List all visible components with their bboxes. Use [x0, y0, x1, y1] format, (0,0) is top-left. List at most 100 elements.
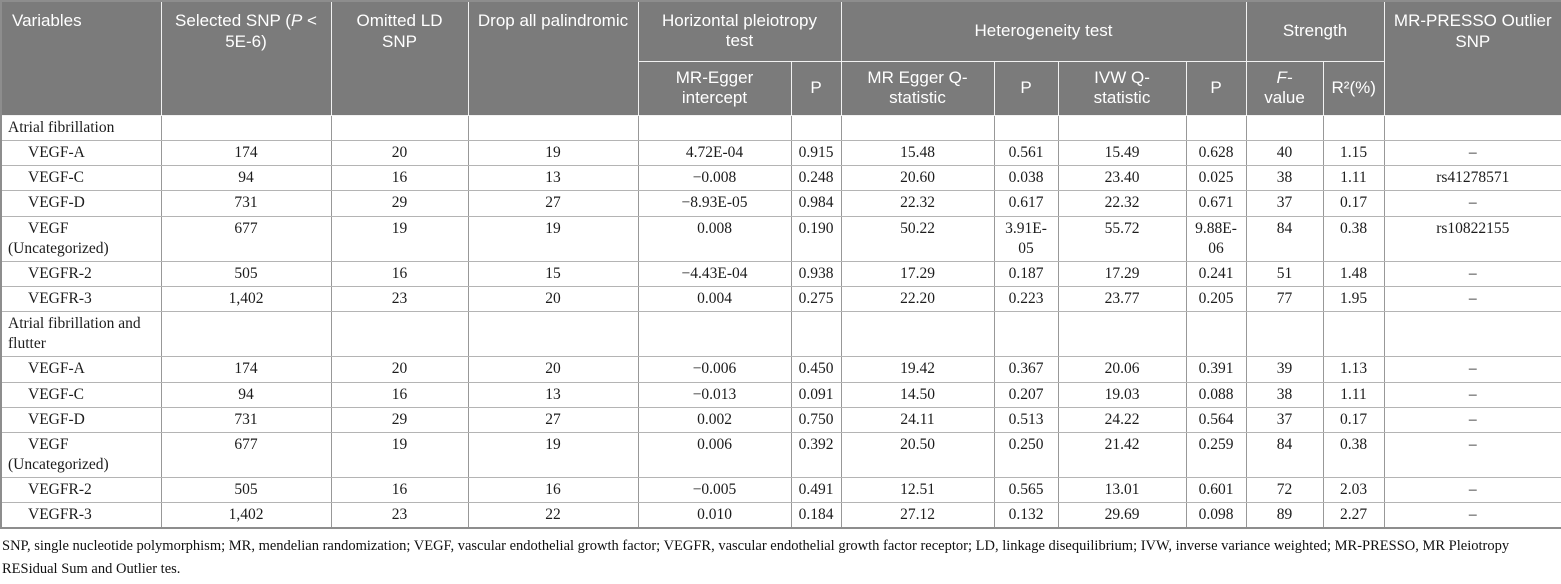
cell-ivw-q: 21.42 — [1057, 431, 1187, 479]
cell-drop-palindromic: 13 — [467, 381, 639, 408]
cell-ivw-q: 24.22 — [1057, 406, 1187, 433]
cell-omitted-ld-snp: 20 — [330, 356, 469, 383]
cell-p-ivw-q — [1185, 311, 1247, 358]
col-header-p-pleiotropy: P — [790, 60, 842, 116]
cell-p-egger-q — [993, 114, 1059, 142]
group-header-strength: Strength — [1245, 0, 1385, 62]
cell-mr-presso-outlier: – — [1383, 406, 1561, 433]
row-label: VEGF-D — [0, 406, 162, 433]
table-row: VEGF-A 174 20 20 −0.006 0.450 19.42 0.367 20.06 0… — [0, 356, 1561, 383]
cell-mr-egger-intercept — [637, 311, 792, 358]
row-label: VEGF-C — [0, 165, 162, 192]
cell-mr-presso-outlier: – — [1383, 190, 1561, 217]
cell-selected-snp — [160, 114, 332, 142]
cell-mr-presso-outlier: – — [1383, 381, 1561, 408]
cell-ivw-q: 23.77 — [1057, 285, 1187, 313]
cell-ivw-q: 19.03 — [1057, 381, 1187, 408]
cell-omitted-ld-snp: 29 — [330, 406, 469, 433]
cell-omitted-ld-snp: 23 — [330, 502, 469, 530]
cell-omitted-ld-snp — [330, 311, 469, 358]
cell-f-value: 40 — [1245, 140, 1324, 167]
cell-mr-egger-q: 15.48 — [840, 140, 995, 167]
cell-mr-egger-q: 50.22 — [840, 215, 995, 262]
row-label: VEGF-C — [0, 381, 162, 408]
cell-selected-snp: 1,402 — [160, 285, 332, 313]
cell-mr-presso-outlier — [1383, 311, 1561, 358]
cell-drop-palindromic: 16 — [467, 477, 639, 504]
cell-mr-egger-q: 22.32 — [840, 190, 995, 217]
cell-p-ivw-q: 0.241 — [1185, 260, 1247, 287]
cell-p-ivw-q: 0.601 — [1185, 477, 1247, 504]
cell-mr-presso-outlier: – — [1383, 260, 1561, 287]
table-row: VEGF-D 731 29 27 0.002 0.750 24.11 0.513 24.22 0.… — [0, 406, 1561, 433]
cell-selected-snp: 94 — [160, 165, 332, 192]
cell-p-egger-q — [993, 311, 1059, 358]
cell-f-value — [1245, 311, 1324, 358]
cell-p-pleiotropy: 0.450 — [790, 356, 842, 383]
cell-mr-egger-q: 17.29 — [840, 260, 995, 287]
cell-p-ivw-q: 9.88E-06 — [1185, 215, 1247, 262]
cell-ivw-q: 13.01 — [1057, 477, 1187, 504]
group-row: Atrial fibrillation and flutter — [0, 311, 1561, 358]
cell-mr-egger-intercept: −8.93E-05 — [637, 190, 792, 217]
cell-selected-snp: 1,402 — [160, 502, 332, 530]
cell-mr-egger-intercept: −0.008 — [637, 165, 792, 192]
row-label: VEGF-A — [0, 140, 162, 167]
col-header-selected-snp: Selected SNP (P < 5E-6) — [160, 0, 332, 116]
table-row: VEGF-D 731 29 27 −8.93E-05 0.984 22.32 0.617 22.… — [0, 190, 1561, 217]
cell-ivw-q: 22.32 — [1057, 190, 1187, 217]
cell-p-pleiotropy: 0.392 — [790, 431, 842, 479]
col-header-p-egger-q: P — [993, 60, 1059, 116]
cell-drop-palindromic: 19 — [467, 140, 639, 167]
cell-omitted-ld-snp — [330, 114, 469, 142]
col-header-mr-egger-q: MR Egger Q-statistic — [840, 60, 995, 116]
cell-p-pleiotropy: 0.275 — [790, 285, 842, 313]
table-row: VEGFR-2 505 16 15 −4.43E-04 0.938 17.29 0.187 17… — [0, 260, 1561, 287]
cell-ivw-q — [1057, 114, 1187, 142]
cell-f-value: 89 — [1245, 502, 1324, 530]
cell-mr-egger-q: 14.50 — [840, 381, 995, 408]
table-row: VEGF (Uncategorized) 677 19 19 0.008 0.190 50.… — [0, 215, 1561, 262]
cell-p-egger-q: 0.561 — [993, 140, 1059, 167]
cell-mr-presso-outlier: – — [1383, 140, 1561, 167]
cell-ivw-q: 29.69 — [1057, 502, 1187, 530]
col-header-f-value: F-value — [1245, 60, 1324, 116]
cell-mr-presso-outlier: – — [1383, 431, 1561, 479]
cell-p-pleiotropy: 0.091 — [790, 381, 842, 408]
cell-mr-presso-outlier — [1383, 114, 1561, 142]
col-header-p-ivw-q: P — [1185, 60, 1247, 116]
cell-r2-percent: 2.03 — [1322, 477, 1385, 504]
table-row: VEGF-C 94 16 13 −0.013 0.091 14.50 0.207 19.03 0.… — [0, 381, 1561, 408]
cell-p-ivw-q: 0.098 — [1185, 502, 1247, 530]
cell-f-value: 39 — [1245, 356, 1324, 383]
cell-omitted-ld-snp: 16 — [330, 260, 469, 287]
cell-drop-palindromic: 27 — [467, 190, 639, 217]
table-row: VEGF-A 174 20 19 4.72E-04 0.915 15.48 0.561 15.4… — [0, 140, 1561, 167]
group-header-heterogeneity: Heterogeneity test — [840, 0, 1247, 62]
cell-selected-snp — [160, 311, 332, 358]
cell-p-egger-q: 0.565 — [993, 477, 1059, 504]
f-value-line1: F- — [1276, 67, 1293, 87]
row-label: VEGFR-3 — [0, 285, 162, 313]
cell-f-value: 84 — [1245, 215, 1324, 262]
cell-p-egger-q: 0.250 — [993, 431, 1059, 479]
cell-p-ivw-q: 0.391 — [1185, 356, 1247, 383]
cell-f-value: 77 — [1245, 285, 1324, 313]
cell-mr-egger-intercept: −0.006 — [637, 356, 792, 383]
table-row: VEGF (Uncategorized) 677 19 19 0.006 0.392 20.… — [0, 431, 1561, 479]
cell-mr-presso-outlier: rs41278571 — [1383, 165, 1561, 192]
cell-mr-egger-intercept: 0.006 — [637, 431, 792, 479]
col-header-omitted-ld-snp: Omitted LD SNP — [330, 0, 469, 116]
row-label: VEGF-A — [0, 356, 162, 383]
table-row: VEGFR-2 505 16 16 −0.005 0.491 12.51 0.565 13.01… — [0, 477, 1561, 504]
cell-mr-egger-q: 20.60 — [840, 165, 995, 192]
cell-drop-palindromic: 22 — [467, 502, 639, 530]
cell-r2-percent: 1.11 — [1322, 165, 1385, 192]
cell-f-value: 51 — [1245, 260, 1324, 287]
cell-selected-snp: 731 — [160, 190, 332, 217]
cell-p-pleiotropy: 0.491 — [790, 477, 842, 504]
cell-mr-egger-intercept: 0.002 — [637, 406, 792, 433]
cell-selected-snp: 677 — [160, 431, 332, 479]
cell-p-egger-q: 0.132 — [993, 502, 1059, 530]
